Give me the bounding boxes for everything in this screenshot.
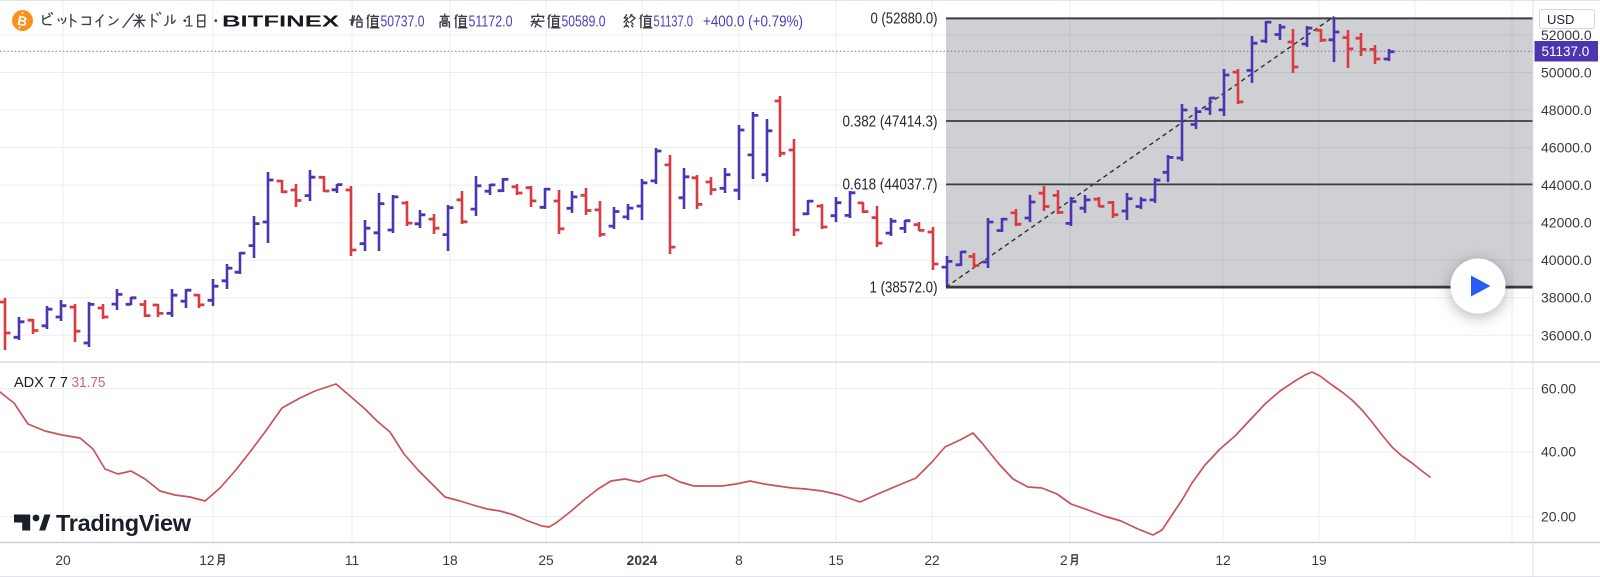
- svg-text:0.618 (44037.7): 0.618 (44037.7): [843, 177, 938, 194]
- svg-text:40000.0: 40000.0: [1541, 252, 1592, 268]
- svg-text:ADX 7 7: ADX 7 7: [14, 375, 68, 391]
- svg-text:2024: 2024: [627, 553, 658, 568]
- svg-text:48000.0: 48000.0: [1541, 102, 1592, 118]
- svg-text:31.75: 31.75: [72, 375, 106, 391]
- svg-text:TradingView: TradingView: [56, 510, 192, 536]
- svg-text:0.382 (47414.3): 0.382 (47414.3): [843, 113, 938, 130]
- svg-text:20: 20: [55, 553, 71, 568]
- svg-text:12: 12: [1215, 553, 1230, 568]
- svg-text:51172.0: 51172.0: [469, 13, 513, 30]
- svg-text:60.00: 60.00: [1541, 380, 1576, 396]
- svg-text:22: 22: [924, 553, 939, 568]
- svg-text:42000.0: 42000.0: [1541, 215, 1592, 231]
- svg-text:46000.0: 46000.0: [1541, 140, 1592, 156]
- svg-text:20.00: 20.00: [1541, 509, 1576, 525]
- svg-text:8: 8: [735, 553, 743, 568]
- svg-text:52000.0: 52000.0: [1541, 27, 1592, 43]
- svg-text:40.00: 40.00: [1541, 444, 1576, 460]
- svg-text:B: B: [16, 13, 29, 30]
- svg-text:51137.0: 51137.0: [1542, 44, 1590, 59]
- svg-text:51137.0: 51137.0: [654, 13, 694, 30]
- svg-text:50000.0: 50000.0: [1541, 64, 1592, 80]
- svg-text:36000.0: 36000.0: [1541, 327, 1592, 343]
- svg-text:+400.0 (+0.79%): +400.0 (+0.79%): [703, 13, 803, 30]
- svg-text:44000.0: 44000.0: [1541, 177, 1592, 193]
- svg-text:19: 19: [1311, 553, 1327, 568]
- svg-text:1: 1: [185, 13, 194, 30]
- svg-text:38000.0: 38000.0: [1541, 290, 1592, 306]
- svg-text:1 (38572.0): 1 (38572.0): [870, 279, 938, 296]
- svg-text:50737.0: 50737.0: [381, 13, 425, 30]
- svg-text:USD: USD: [1547, 12, 1574, 27]
- svg-text:2: 2: [1060, 553, 1068, 568]
- svg-text:18: 18: [442, 553, 458, 568]
- svg-text:15: 15: [828, 553, 844, 568]
- svg-text:11: 11: [345, 553, 359, 568]
- svg-text:0 (52880.0): 0 (52880.0): [871, 11, 938, 28]
- svg-text:50589.0: 50589.0: [562, 13, 606, 30]
- svg-text:12: 12: [199, 553, 214, 568]
- svg-text:25: 25: [538, 553, 554, 568]
- svg-text:BITFINEX: BITFINEX: [222, 13, 340, 30]
